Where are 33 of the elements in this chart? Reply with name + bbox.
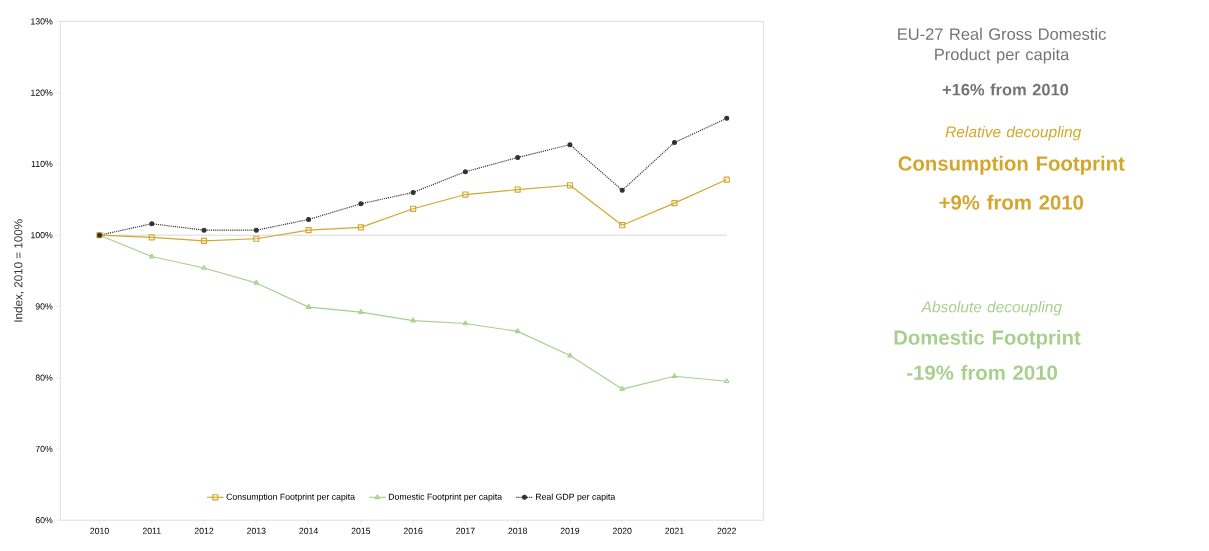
text: +9% from 2010 bbox=[939, 194, 1084, 210]
x-tick-label: 2020 bbox=[612, 527, 632, 534]
legend-label: Consumption Footprint per capita bbox=[226, 493, 355, 502]
x-tick-label: 2022 bbox=[717, 527, 736, 534]
x-tick-label: 2021 bbox=[665, 527, 684, 534]
y-tick-label: 70% bbox=[35, 445, 53, 452]
text: +16% from 2010 bbox=[942, 83, 1069, 96]
x-tick-label: 2012 bbox=[194, 527, 214, 534]
y-tick-label: 80% bbox=[35, 374, 53, 381]
x-tick-label: 2011 bbox=[142, 527, 161, 534]
legend-label: Domestic Footprint per capita bbox=[388, 493, 503, 502]
text: Domestic Footprint bbox=[894, 329, 1081, 349]
y-tick-label: 130% bbox=[31, 18, 53, 25]
y-axis-title: Index, 2010 = 100% bbox=[13, 219, 24, 322]
text: Absolute decoupling bbox=[920, 300, 1062, 316]
x-tick-label: 2018 bbox=[508, 527, 527, 534]
text: EU-27 Real Gross Domestic Product per capita bbox=[898, 27, 1106, 64]
y-tick-label: 120% bbox=[31, 89, 53, 96]
x-tick-label: 2010 bbox=[90, 527, 109, 534]
x-tick-label: 2019 bbox=[560, 527, 580, 534]
x-tick-label: 2014 bbox=[299, 527, 319, 534]
x-tick-label: 2015 bbox=[351, 527, 371, 534]
text: Consumption Footprint bbox=[898, 155, 1125, 175]
x-tick-label: 2017 bbox=[456, 527, 475, 534]
y-tick-label: 60% bbox=[35, 516, 53, 524]
x-tick-label: 2013 bbox=[247, 527, 266, 534]
text: Relative decoupling bbox=[945, 125, 1082, 141]
x-tick-label: 2016 bbox=[403, 527, 423, 534]
y-tick-label: 110% bbox=[31, 160, 53, 167]
y-tick-label: 90% bbox=[35, 303, 53, 310]
y-tick-label: 100% bbox=[31, 231, 53, 239]
text: -19% from 2010 bbox=[907, 364, 1058, 380]
legend-label: Real GDP per capita bbox=[536, 493, 616, 502]
